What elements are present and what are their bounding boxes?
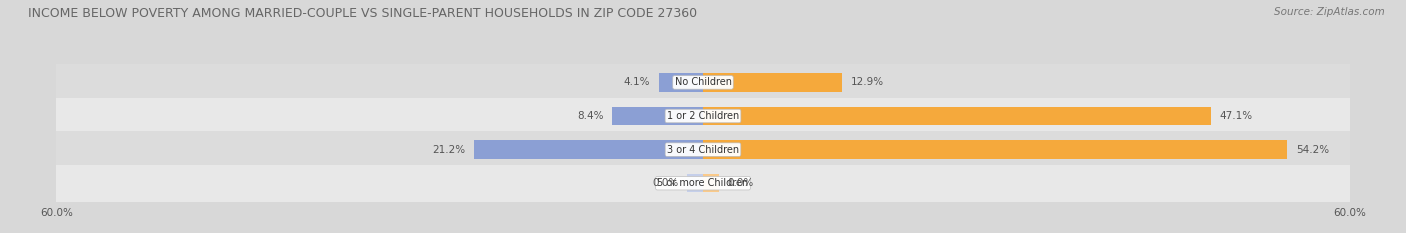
Bar <box>474 140 703 159</box>
Bar <box>703 73 842 92</box>
Bar <box>56 64 1350 101</box>
Text: 21.2%: 21.2% <box>433 145 465 155</box>
Bar <box>56 98 1350 134</box>
Text: 47.1%: 47.1% <box>1219 111 1253 121</box>
Text: 1 or 2 Children: 1 or 2 Children <box>666 111 740 121</box>
Text: 54.2%: 54.2% <box>1296 145 1329 155</box>
Bar <box>703 107 1211 125</box>
Text: INCOME BELOW POVERTY AMONG MARRIED-COUPLE VS SINGLE-PARENT HOUSEHOLDS IN ZIP COD: INCOME BELOW POVERTY AMONG MARRIED-COUPL… <box>28 7 697 20</box>
Bar <box>703 140 1288 159</box>
Text: 0.0%: 0.0% <box>728 178 754 188</box>
Bar <box>56 165 1350 202</box>
Bar <box>703 174 720 192</box>
Text: 5 or more Children: 5 or more Children <box>658 178 748 188</box>
Text: 4.1%: 4.1% <box>624 77 650 87</box>
Bar <box>688 174 703 192</box>
Text: Source: ZipAtlas.com: Source: ZipAtlas.com <box>1274 7 1385 17</box>
Text: 3 or 4 Children: 3 or 4 Children <box>666 145 740 155</box>
Bar <box>56 131 1350 168</box>
Bar <box>659 73 703 92</box>
Text: No Children: No Children <box>675 77 731 87</box>
Bar <box>613 107 703 125</box>
Text: 8.4%: 8.4% <box>578 111 603 121</box>
Text: 12.9%: 12.9% <box>851 77 884 87</box>
Text: 0.0%: 0.0% <box>652 178 678 188</box>
